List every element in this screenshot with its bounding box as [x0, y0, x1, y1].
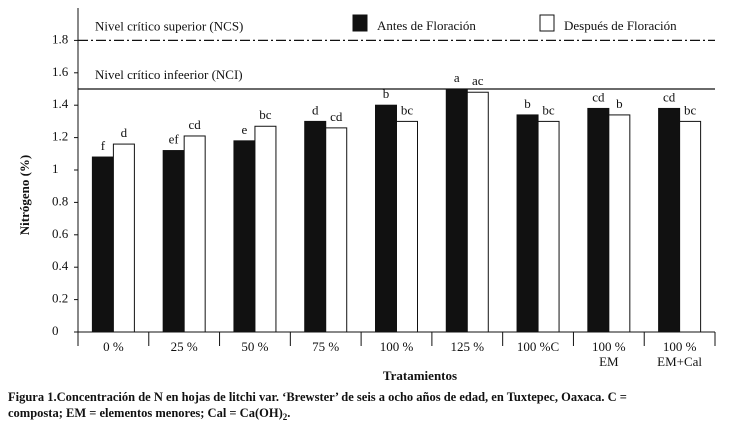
bar	[254, 125, 277, 333]
y-tick-label: 0.2	[52, 291, 68, 306]
caption: Figura 1.Concentración de N en hojas de …	[8, 390, 627, 404]
legend-label: Antes de Floración	[377, 18, 476, 33]
bar	[304, 120, 327, 333]
value-label: cd	[189, 117, 202, 132]
x-tick-label: EM	[599, 354, 619, 369]
x-axis-title: Tratamientos	[383, 368, 457, 383]
y-tick-label: 1	[52, 161, 59, 176]
bar	[587, 107, 610, 333]
bar	[112, 143, 135, 333]
value-label: e	[242, 122, 248, 137]
caption: composta; EM = elementos menores; Cal = …	[8, 406, 290, 422]
value-label: cd	[330, 109, 343, 124]
bar	[516, 114, 539, 333]
bar	[162, 150, 185, 333]
bar	[445, 88, 468, 333]
bar	[679, 120, 702, 333]
bar	[325, 127, 348, 333]
reference-label: Nivel crítico infeerior (NCI)	[95, 67, 243, 82]
y-tick-label: 1.6	[52, 64, 69, 79]
value-label: bc	[542, 102, 555, 117]
x-tick-label: 125 %	[450, 339, 484, 354]
value-label: bc	[259, 107, 272, 122]
bar	[183, 135, 206, 333]
x-tick-label: 50 %	[241, 339, 268, 354]
value-label: d	[121, 125, 128, 140]
value-label: d	[312, 102, 319, 117]
legend-label: Después de Floración	[564, 18, 677, 33]
y-tick-label: 0.6	[52, 226, 69, 241]
bar	[608, 114, 631, 333]
value-label: f	[101, 138, 106, 153]
y-axis-title: Nitrógeno (%)	[17, 155, 32, 236]
value-label: bc	[401, 102, 414, 117]
caption-line: composta; EM = elementos menores; Cal = …	[8, 406, 283, 420]
y-tick-label: 1.8	[52, 31, 68, 46]
value-label: ac	[472, 73, 484, 88]
bar	[396, 120, 418, 333]
value-label: cd	[592, 89, 605, 104]
x-tick-label: 100 %	[663, 339, 697, 354]
value-label: a	[454, 70, 460, 85]
bar	[375, 104, 397, 333]
value-label: cd	[663, 89, 676, 104]
value-label: b	[616, 96, 623, 111]
value-label: b	[524, 96, 531, 111]
legend-swatch	[539, 14, 555, 32]
y-tick-label: 0.4	[52, 258, 69, 273]
x-tick-label: 0 %	[103, 339, 124, 354]
y-tick-label: 1.4	[52, 96, 69, 111]
value-label: b	[383, 86, 390, 101]
y-tick-label: 0.8	[52, 193, 68, 208]
y-tick-label: 1.2	[52, 129, 68, 144]
x-tick-label: 100 %	[380, 339, 414, 354]
bar	[658, 107, 681, 333]
x-tick-label: 75 %	[312, 339, 339, 354]
legend-swatch	[352, 14, 368, 32]
x-tick-label: 100 %	[592, 339, 626, 354]
x-tick-label: 25 %	[171, 339, 198, 354]
value-label: bc	[684, 102, 697, 117]
x-tick-label: EM+Cal	[657, 354, 702, 369]
value-label: ef	[169, 132, 180, 147]
caption-subscript: 2	[283, 412, 288, 422]
bar	[233, 140, 256, 333]
bar	[91, 156, 114, 333]
x-tick-label: 100 %C	[517, 339, 559, 354]
caption-end: .	[287, 406, 290, 420]
y-tick-label: 0	[52, 323, 59, 338]
bar	[466, 91, 489, 333]
reference-label: Nivel crítico superior (NCS)	[95, 18, 243, 33]
bar	[537, 120, 560, 333]
